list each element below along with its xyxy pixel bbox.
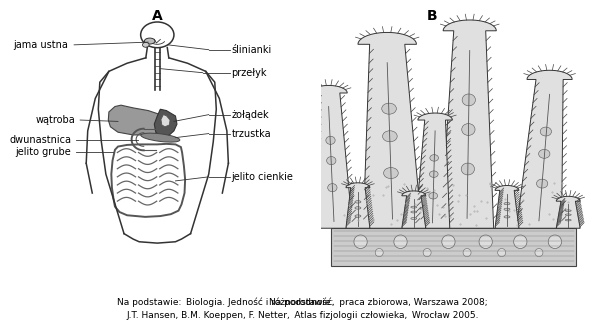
Polygon shape bbox=[556, 196, 580, 228]
Text: dwunastnica: dwunastnica bbox=[9, 135, 71, 145]
Ellipse shape bbox=[537, 179, 548, 188]
Circle shape bbox=[463, 249, 471, 257]
Ellipse shape bbox=[355, 215, 361, 217]
Ellipse shape bbox=[141, 133, 180, 142]
Ellipse shape bbox=[565, 214, 571, 215]
Text: przełyk: przełyk bbox=[231, 68, 267, 78]
Text: Na podstawie:  Biologia. Jedność i różnorodność,  praca zbiorowa, Warszawa 2008;: Na podstawie: Biologia. Jedność i różnor… bbox=[117, 297, 488, 307]
Polygon shape bbox=[108, 105, 171, 135]
Polygon shape bbox=[154, 109, 177, 136]
Polygon shape bbox=[332, 228, 576, 266]
Ellipse shape bbox=[355, 207, 361, 209]
Ellipse shape bbox=[143, 43, 149, 47]
Text: A: A bbox=[152, 9, 163, 23]
Ellipse shape bbox=[429, 193, 437, 199]
Ellipse shape bbox=[384, 167, 398, 179]
Text: B: B bbox=[427, 9, 438, 23]
Ellipse shape bbox=[565, 219, 571, 221]
Ellipse shape bbox=[462, 94, 476, 106]
Polygon shape bbox=[495, 185, 519, 228]
Text: jama ustna: jama ustna bbox=[13, 40, 68, 50]
Polygon shape bbox=[415, 113, 453, 228]
Polygon shape bbox=[440, 20, 496, 228]
Circle shape bbox=[548, 235, 561, 249]
Text: Na podstawie:: Na podstawie: bbox=[269, 298, 336, 307]
Ellipse shape bbox=[411, 211, 417, 213]
Ellipse shape bbox=[328, 184, 337, 192]
Ellipse shape bbox=[565, 210, 571, 212]
Ellipse shape bbox=[382, 131, 397, 142]
Circle shape bbox=[394, 235, 407, 249]
Ellipse shape bbox=[145, 38, 155, 44]
Ellipse shape bbox=[355, 201, 361, 203]
Ellipse shape bbox=[461, 163, 474, 175]
Polygon shape bbox=[161, 115, 170, 127]
Ellipse shape bbox=[504, 203, 510, 205]
Text: jelito grube: jelito grube bbox=[15, 147, 71, 157]
Circle shape bbox=[498, 249, 506, 257]
Ellipse shape bbox=[538, 149, 550, 158]
Ellipse shape bbox=[504, 208, 510, 211]
Text: jelito cienkie: jelito cienkie bbox=[231, 172, 293, 182]
Ellipse shape bbox=[430, 155, 439, 161]
Circle shape bbox=[535, 249, 543, 257]
Ellipse shape bbox=[382, 103, 396, 114]
Ellipse shape bbox=[411, 218, 417, 220]
Ellipse shape bbox=[462, 124, 475, 136]
Ellipse shape bbox=[327, 156, 336, 165]
Circle shape bbox=[479, 235, 492, 249]
Text: ślinianki: ślinianki bbox=[231, 45, 272, 55]
Polygon shape bbox=[346, 183, 370, 228]
Circle shape bbox=[354, 235, 367, 249]
Ellipse shape bbox=[411, 206, 417, 208]
Ellipse shape bbox=[430, 171, 438, 177]
Circle shape bbox=[375, 249, 383, 257]
Text: trzustka: trzustka bbox=[231, 128, 271, 138]
Text: J.T. Hansen, B.M. Koeppen, F. Netter,  Atlas fizjologii człowieka,  Wrocław 2005: J.T. Hansen, B.M. Koeppen, F. Netter, At… bbox=[126, 311, 479, 320]
Circle shape bbox=[423, 249, 431, 257]
Polygon shape bbox=[310, 85, 353, 228]
Ellipse shape bbox=[540, 127, 552, 136]
Polygon shape bbox=[402, 191, 426, 228]
Ellipse shape bbox=[504, 216, 510, 218]
Circle shape bbox=[442, 235, 455, 249]
Polygon shape bbox=[516, 70, 572, 228]
Text: wątroba: wątroba bbox=[36, 115, 76, 125]
Circle shape bbox=[514, 235, 527, 249]
Polygon shape bbox=[358, 33, 422, 228]
Ellipse shape bbox=[326, 136, 335, 144]
Text: żołądek: żołądek bbox=[231, 109, 269, 120]
